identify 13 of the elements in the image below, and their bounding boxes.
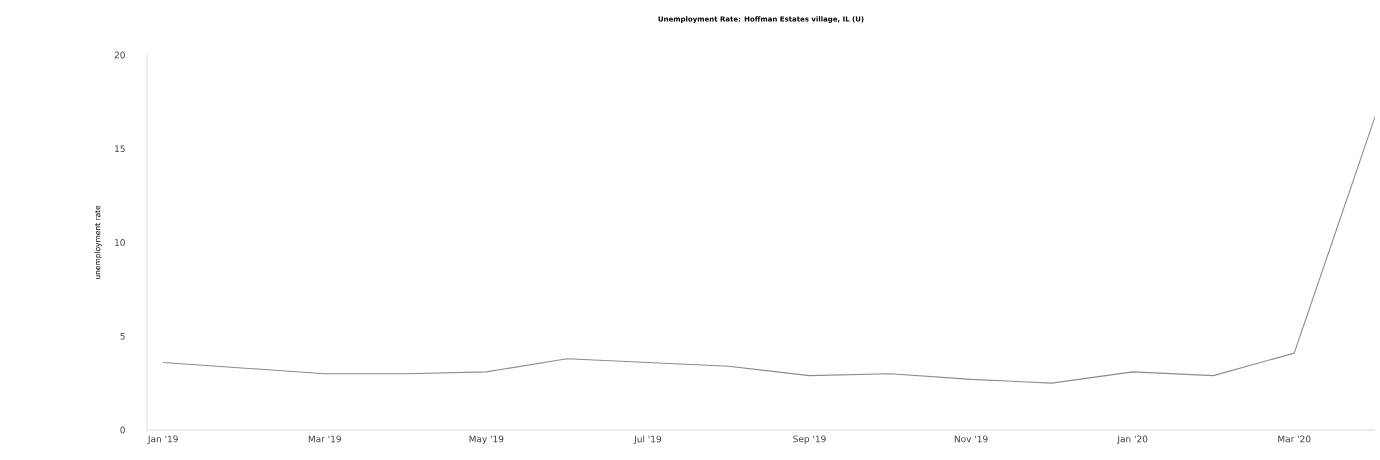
x-tick-label: Jan '19 — [147, 435, 178, 444]
y-tick-label: 15 — [115, 145, 125, 153]
x-tick-label: Sep '19 — [793, 435, 826, 445]
y-tick-label: 5 — [120, 332, 125, 340]
x-tick-label: May '19 — [469, 435, 504, 445]
y-tick-label: 10 — [115, 239, 125, 246]
x-tick-label: Mar '19 — [308, 435, 341, 443]
x-tick-label: Jan '20 — [1116, 435, 1148, 444]
y-tick-label: 0 — [120, 426, 125, 434]
x-tick-label: Jul '19 — [633, 435, 662, 445]
x-tick-label: Nov '19 — [954, 435, 988, 443]
y-tick-label: 20 — [114, 51, 125, 59]
x-tick-label: Mar '20 — [1278, 435, 1311, 443]
